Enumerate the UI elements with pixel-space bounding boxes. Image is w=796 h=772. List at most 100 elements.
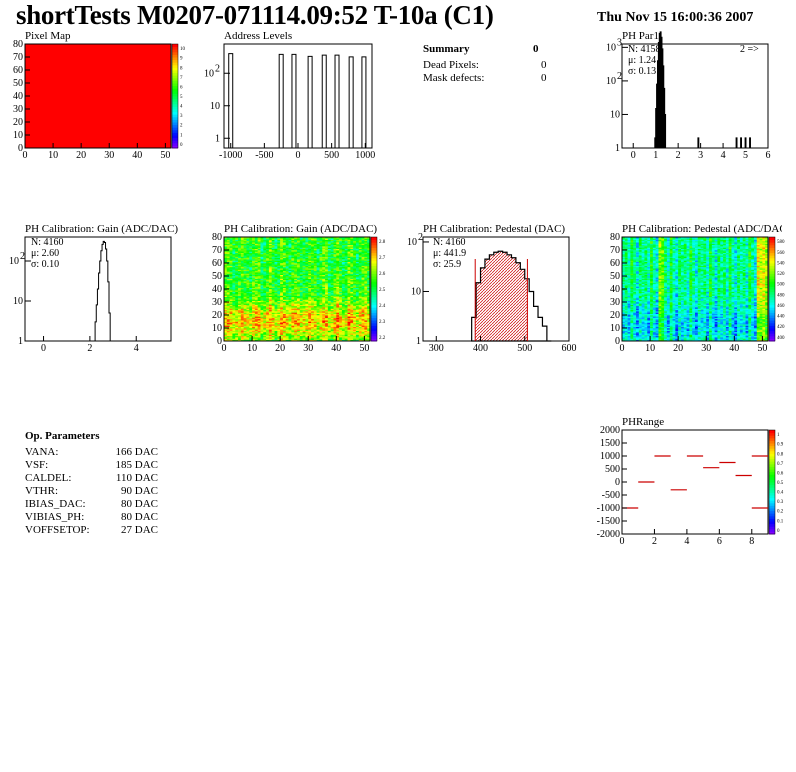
heatmap-cell <box>355 266 360 269</box>
plot-frame <box>223 43 373 149</box>
heatmap-cell <box>232 240 236 243</box>
heatmap-cell <box>263 287 267 290</box>
heatmap-cell <box>341 295 346 298</box>
heatmap-cell <box>282 330 287 333</box>
heatmap-cell <box>347 326 351 329</box>
palette-cell <box>172 80 178 84</box>
heatmap-cell <box>266 335 270 338</box>
heatmap-cell <box>238 266 242 269</box>
heatmap-cell <box>282 312 287 314</box>
heatmap-cell <box>344 300 348 303</box>
heatmap-cell <box>630 304 634 307</box>
heatmap-cell <box>364 337 368 339</box>
heatmap-cell <box>313 325 317 327</box>
heatmap-cell <box>622 312 626 314</box>
heatmap-cell <box>263 331 267 334</box>
heatmap-cell <box>350 283 354 286</box>
heatmap-cell <box>364 307 368 309</box>
heatmap-cell <box>271 270 275 273</box>
heatmap-cell <box>285 273 289 275</box>
heatmap-cell <box>305 311 309 313</box>
heatmap-cell <box>350 265 354 268</box>
heatmap-cell <box>282 299 287 301</box>
heatmap-cell <box>358 304 362 307</box>
heatmap-cell <box>339 328 343 330</box>
heatmap-cell <box>341 291 346 294</box>
heatmap-cell <box>624 257 628 260</box>
heatmap-cell <box>325 263 329 265</box>
heatmap-cell <box>282 315 287 317</box>
stat-sigma: σ: 0.10 <box>31 259 59 270</box>
heatmap-cell <box>364 265 368 268</box>
heatmap-cell <box>341 337 346 339</box>
heatmap-cell <box>294 311 298 313</box>
heatmap-cell <box>305 286 309 288</box>
heatmap-cell <box>246 270 250 273</box>
heatmap-cell <box>305 313 309 316</box>
heatmap-cell <box>308 317 312 320</box>
heatmap-cell <box>302 295 306 298</box>
heatmap-cell <box>252 276 256 278</box>
heatmap-cell <box>229 246 233 248</box>
heatmap-cell <box>260 265 264 268</box>
address-peak <box>228 53 234 148</box>
heatmap-cell <box>367 309 371 312</box>
heatmap-cell <box>257 299 261 301</box>
heatmap-cell <box>311 285 315 287</box>
heatmap-cell <box>263 330 267 333</box>
heatmap-cell <box>325 305 329 308</box>
heatmap-cell <box>246 268 250 270</box>
heatmap-cell <box>630 313 634 316</box>
heatmap-cell <box>341 302 346 304</box>
heatmap-cell <box>353 257 357 260</box>
heatmap-cell <box>238 274 242 277</box>
heatmap-cell <box>271 326 275 329</box>
heatmap-cell <box>311 279 315 282</box>
heatmap-cell <box>305 305 309 308</box>
heatmap-cell <box>297 313 301 316</box>
heatmap-cell <box>299 276 303 278</box>
heatmap-cell <box>361 303 365 305</box>
heatmap-cell <box>266 308 270 311</box>
heatmap-cell <box>271 269 275 272</box>
palette-cell <box>172 90 178 94</box>
heatmap-cell <box>232 255 236 257</box>
heatmap-cell <box>263 305 267 308</box>
heatmap-cell <box>305 259 309 261</box>
heatmap-cell <box>350 244 354 247</box>
heatmap-cell <box>358 302 362 304</box>
heatmap-cell <box>254 318 258 321</box>
heatmap-cell <box>633 299 637 301</box>
heatmap-cell <box>254 294 258 296</box>
heatmap-cell <box>238 338 242 340</box>
heatmap-cell <box>254 259 258 261</box>
heatmap-cell <box>268 292 273 295</box>
heatmap-cell <box>636 256 640 259</box>
heatmap-cell <box>229 312 233 314</box>
heatmap-cell <box>246 239 250 242</box>
heatmap-cell <box>325 315 329 317</box>
heatmap-cell <box>235 304 239 307</box>
palette-cell <box>172 88 178 92</box>
heatmap-cell <box>238 261 242 264</box>
heatmap-cell <box>633 266 637 269</box>
heatmap-cell <box>260 270 264 273</box>
heatmap-cell <box>355 325 360 327</box>
heatmap-cell <box>316 320 320 322</box>
heatmap-cell <box>282 313 287 316</box>
heatmap-cell <box>330 252 334 255</box>
heatmap-cell <box>627 307 631 309</box>
heatmap-cell <box>235 238 239 240</box>
heatmap-cell <box>319 269 323 272</box>
heatmap-cell <box>353 328 357 330</box>
heatmap-cell <box>333 294 337 296</box>
heatmap-cell <box>327 273 331 275</box>
heatmap-cell <box>330 259 334 261</box>
heatmap-cell <box>274 322 278 325</box>
heatmap-cell <box>355 338 360 340</box>
heatmap-cell <box>325 269 329 272</box>
heatmap-cell <box>288 324 292 326</box>
heatmap-cell <box>297 312 301 314</box>
heatmap-cell <box>347 257 351 260</box>
